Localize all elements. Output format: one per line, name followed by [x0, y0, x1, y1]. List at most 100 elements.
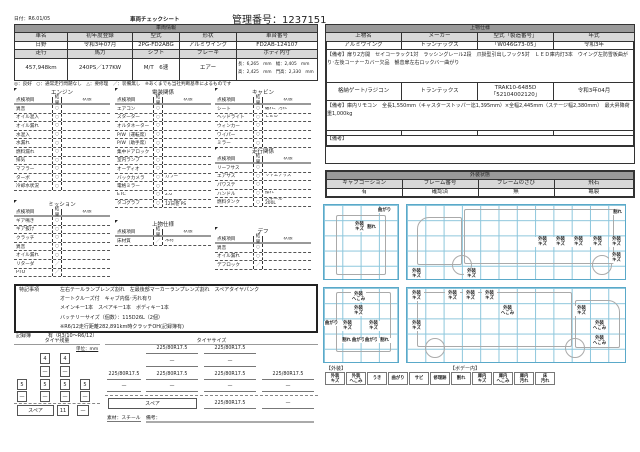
- check-result: ○: [153, 113, 163, 122]
- check-result: ／: [52, 259, 62, 268]
- check-result: ○: [253, 164, 263, 172]
- check-item: ハンドル: [217, 191, 236, 197]
- col-header: 馬力: [67, 49, 133, 59]
- checklist-row: 異音 ○: [14, 242, 110, 252]
- check-item: P/W（運転席）: [117, 132, 149, 138]
- side-view-diagram-right: 外装 キズ 外装 キズ 外装 キズ 外装 キズ 外装 へこみ 外装 キズ 外装 …: [406, 287, 626, 363]
- section-title: 車両情報: [14, 24, 318, 33]
- check-result: ○: [52, 105, 62, 113]
- upper-checklist: 上物仕様 点検項目 結果 状態 床材質 ／木材: [115, 220, 211, 246]
- check-result: ○: [253, 172, 263, 181]
- col-header: キャブコーション: [325, 179, 403, 189]
- check-result: ○: [52, 217, 62, 225]
- damage-mark: 外装 キズ: [571, 237, 586, 247]
- legend-item: うき: [367, 372, 387, 385]
- check-result: ○: [52, 234, 62, 242]
- col-result: 結果: [153, 227, 163, 238]
- check-item: パワステ: [217, 182, 236, 188]
- checklist-row: 異音 ○: [215, 244, 311, 253]
- check-item: オイル漏れ: [217, 254, 240, 260]
- check-result: ／: [52, 268, 62, 277]
- checklist-row: ヘッドライト ○ ＬＥＤ: [215, 113, 311, 123]
- checklist-title: デフ: [215, 227, 311, 236]
- check-result: ○: [153, 156, 163, 165]
- check-state: アナログ 12日巻 PS: [165, 198, 187, 208]
- tire-size: —: [262, 382, 314, 392]
- col-header: ブレーキ: [179, 49, 237, 59]
- check-item: 電格ミラー: [117, 184, 140, 190]
- check-state: リヤエアサス: [265, 174, 292, 179]
- tire-size: 225/80R17.5: [146, 344, 198, 354]
- check-item: 集中ドアロック: [117, 149, 150, 155]
- check-item: エアコン: [117, 106, 136, 112]
- legend-exterior-label: 【外装】: [326, 366, 347, 372]
- check-item: オイル混入: [16, 115, 39, 121]
- note-line: 左右テールランプレンズ割れ 左最後部マーカーランプレンズ割れ スペアタイヤパンク: [60, 287, 260, 293]
- checklist-row: 水混入 ○: [14, 130, 110, 140]
- tire-remain-box: 11: [57, 405, 69, 416]
- col-item: 点検項目: [16, 210, 35, 215]
- check-item: スターター: [117, 115, 140, 121]
- tire-size: —: [146, 382, 198, 392]
- legend-item: 庫内 へこみ: [493, 372, 513, 385]
- checklist-header: 点検項目 結果 状態: [14, 207, 110, 218]
- col-state: 状態: [283, 156, 293, 161]
- cabin-checklist: キャビン 点検項目 結果 状態 シート ○ 破れ、汚れ ヘッドライト ○ ＬＥＤ ウィンカー ○ ワイ…: [215, 88, 311, 148]
- front-view-diagram: 曲がり 外装 キズ 割れ: [323, 204, 399, 280]
- management-number: 管理番号：1237151: [232, 15, 327, 26]
- checklist-header: 点検項目 結果 状態: [14, 95, 110, 106]
- check-state: 擦れ: [265, 191, 274, 196]
- checklist-row: 水漏れ ○: [14, 139, 110, 148]
- check-result: ○: [52, 139, 62, 147]
- damage-mark: 曲がり: [324, 321, 339, 326]
- cell: エアー: [179, 57, 237, 81]
- damage-mark: 外装 キズ: [409, 269, 424, 279]
- check-item: 燃料タンク: [217, 200, 240, 206]
- section-title: 上物仕様: [325, 24, 635, 33]
- checklist-title: エンジン: [14, 88, 110, 97]
- checklist-row: バックカメラ ○ カラー: [115, 173, 211, 183]
- checklist-row: 室内ランプ ○: [115, 156, 211, 166]
- checklist-row: タコグラフ ○ アナログ 12日巻 PS: [115, 198, 211, 209]
- checklist-row: リーフサス ○: [215, 164, 311, 173]
- checklist-row: ミラー ○: [215, 139, 311, 148]
- checklist-row: ハンドル ○ 擦れ: [215, 189, 311, 199]
- tire-size: 225/80R17.5: [107, 370, 141, 380]
- checklist-row: 集中ドアロック ○: [115, 147, 211, 157]
- col-item: 点検項目: [117, 230, 136, 235]
- cell: FD2AB-124107: [236, 40, 318, 50]
- date: 日付：R6.01/05: [14, 17, 51, 22]
- damage-mark: 外装 キズ: [409, 321, 424, 331]
- check-item: ウィンカー: [217, 123, 240, 129]
- rear-view-diagram: 外装 へこみ 外装 キズ 曲がり 外装 キズ 外装 キズ 割れ 曲がり 曲がり …: [323, 287, 399, 363]
- check-item: ミラー: [217, 141, 231, 147]
- mission-checklist: ミッション 点検項目 結果 状態 ギア鳴き ○ ギア抜け ○ クラッチ ○ 異音 ○ オイル漏れ ○ リタ…: [14, 200, 110, 278]
- check-item: バックカメラ: [117, 175, 145, 181]
- checklist-row: 燃料漏れ ○: [14, 147, 110, 157]
- spare-label: スペア: [17, 405, 54, 416]
- damage-mark: 外装 へこみ: [592, 336, 607, 346]
- check-result: ○: [153, 147, 163, 156]
- cell: アルミウイング: [325, 40, 402, 50]
- damage-mark: 外装 へこみ: [351, 292, 366, 302]
- col-state: 状態: [82, 209, 92, 214]
- tire-remain-box: —: [40, 366, 50, 377]
- damage-mark: 外装 キズ: [535, 237, 550, 247]
- checklist-header: 点検項目 結果 状態: [215, 154, 311, 165]
- legend-item: 外装 へこみ: [346, 372, 366, 385]
- damage-mark: 外装 キズ: [464, 269, 479, 279]
- tire-size: 225/80R17.5: [262, 370, 314, 380]
- check-item: P/W（助手席）: [117, 141, 149, 147]
- damage-mark: 曲がり: [377, 208, 392, 213]
- notes-label: 特記事項: [19, 287, 40, 293]
- check-result: ○: [52, 242, 62, 251]
- check-item: 異音: [217, 245, 227, 251]
- cell: 令和3年07月: [67, 40, 133, 50]
- check-state: カラー: [165, 175, 179, 180]
- checklist-row: エアサス ○ リヤエアサス: [215, 172, 311, 182]
- cell: 有: [325, 187, 403, 198]
- engine-checklist: エンジン 点検項目 結果 状態 異音 ○ オイル混入 ○ オイル漏れ ○ 水混入 ○ 水漏れ ○ 燃料漏れ…: [14, 88, 110, 191]
- check-result: ○: [52, 147, 62, 156]
- col-header: 型式: [132, 32, 180, 42]
- rating-legend: ◎：良好 ○：通常走行問題なし △：要修理 ／：装備無し ※あくまでも当社判断基…: [14, 82, 232, 87]
